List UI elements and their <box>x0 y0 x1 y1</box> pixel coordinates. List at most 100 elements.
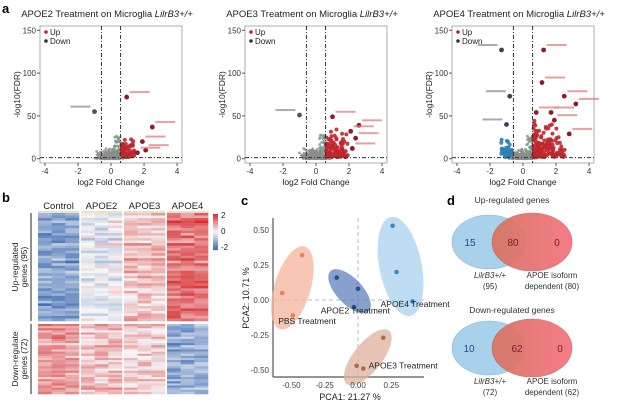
heatmap-cell <box>194 381 209 384</box>
ns-point <box>526 142 530 146</box>
heatmap-cell <box>167 243 181 246</box>
venn-diagram-2: Down-regulated genes 10 62 0 LilrB3+/+ (72) AP… <box>451 305 579 397</box>
heatmap-cell <box>137 351 152 354</box>
heatmap-cell <box>65 372 80 376</box>
heatmap-cell <box>65 223 80 226</box>
heatmap-cell <box>194 385 209 388</box>
heatmap-cell <box>94 250 109 254</box>
gene-label <box>140 146 161 149</box>
group-label: APOE3 Treatment <box>369 361 439 371</box>
ns-point <box>113 152 116 156</box>
heatmap-cell <box>94 243 109 246</box>
up-point <box>340 131 345 136</box>
heatmap-cell <box>51 340 66 344</box>
heatmap-cell <box>151 318 166 322</box>
heatmap-cell <box>108 303 123 307</box>
heatmap-column-label: APOE3 <box>129 201 161 212</box>
heatmap-cell <box>151 238 166 241</box>
x-tick-label: -4 <box>246 167 254 176</box>
heatmap-cell <box>151 353 166 357</box>
heatmap-cell <box>94 238 109 241</box>
heatmap-cell <box>65 345 80 348</box>
heatmap-cell <box>81 278 95 282</box>
heatmap-cell <box>180 374 195 378</box>
heatmap-cell <box>38 228 52 231</box>
gene-label <box>546 43 567 46</box>
heatmap-cell <box>180 349 195 352</box>
highlight-point <box>149 124 155 130</box>
heatmap-cell <box>108 364 123 367</box>
heatmap-cell <box>180 265 195 269</box>
heatmap-cell <box>94 253 109 256</box>
gene-label <box>361 119 382 122</box>
heatmap-cell <box>151 220 166 224</box>
heatmap-cell <box>108 223 123 226</box>
heatmap-cell <box>151 273 166 277</box>
heatmap-cell <box>38 345 52 348</box>
ns-point <box>318 143 321 146</box>
heatmap-cell <box>167 275 181 279</box>
group-label: APOE4 Treatment <box>381 299 451 309</box>
heatmap-cell <box>108 360 123 363</box>
heatmap-cell <box>194 370 209 374</box>
heatmap-cell <box>38 240 52 244</box>
heatmap-cell <box>51 263 66 267</box>
heatmap-cell <box>94 295 109 299</box>
ns-point <box>116 136 120 140</box>
heatmap-cell <box>81 315 95 319</box>
region-only-a: 10 <box>463 344 475 355</box>
heatmap-cell <box>180 293 195 297</box>
heatmap-cell <box>180 303 195 307</box>
heatmap-cell <box>38 340 52 344</box>
heatmap-cell <box>137 300 152 304</box>
heatmap-cell <box>167 280 181 284</box>
heatmap-cell <box>180 336 195 340</box>
x-tick-label: -2 <box>486 167 494 176</box>
heatmap-cell <box>94 383 109 386</box>
heatmap-cell <box>194 288 209 292</box>
ns-point <box>303 147 307 151</box>
heatmap-cell <box>51 313 66 317</box>
heatmap-cell <box>194 374 209 378</box>
up-point <box>535 142 540 147</box>
x-tick-label: -4 <box>453 167 461 176</box>
up-point <box>532 118 537 123</box>
heatmap-cell <box>167 293 181 297</box>
heatmap-cell <box>38 253 52 256</box>
heatmap-cell <box>180 345 195 348</box>
heatmap-cell <box>94 347 109 350</box>
heatmap-cell <box>194 332 209 335</box>
legend-down-label: Down <box>462 37 482 46</box>
ns-point <box>115 154 119 158</box>
x-tick-label: -0.25 <box>316 381 335 390</box>
heatmap-cell <box>94 213 109 216</box>
heatmap-cell <box>81 310 95 314</box>
y-tick-label: 50 <box>439 112 448 121</box>
heatmap-cell <box>94 228 109 231</box>
heatmap-cell <box>124 303 138 307</box>
volcano-plot-2: APOE3 Treatment on Microglia LilrB3+/+ -4… <box>217 9 398 187</box>
heatmap-cell <box>94 368 109 371</box>
heatmap-cell <box>38 220 52 224</box>
heatmap-cell <box>137 303 152 307</box>
colorbar-segment <box>213 235 218 238</box>
gene-label <box>335 110 356 113</box>
heatmap-cell <box>124 377 138 380</box>
down-point <box>504 145 509 150</box>
heatmap-cell <box>137 273 152 277</box>
heatmap-cell <box>38 318 52 322</box>
heatmap-cell <box>94 220 109 224</box>
heatmap-cell <box>51 366 66 369</box>
heatmap-cell <box>167 334 181 338</box>
heatmap-cell <box>81 347 95 350</box>
heatmap-cell <box>180 389 195 393</box>
heatmap-cell <box>137 240 152 244</box>
heatmap-cell <box>167 298 181 302</box>
heatmap-cell <box>151 270 166 274</box>
heatmap-cell <box>108 383 123 386</box>
heatmap-cell <box>137 334 152 338</box>
heatmap-cell <box>38 374 52 378</box>
heatmap-cell <box>194 308 209 312</box>
heatmap-cell <box>151 391 166 395</box>
heatmap-cell <box>167 288 181 292</box>
